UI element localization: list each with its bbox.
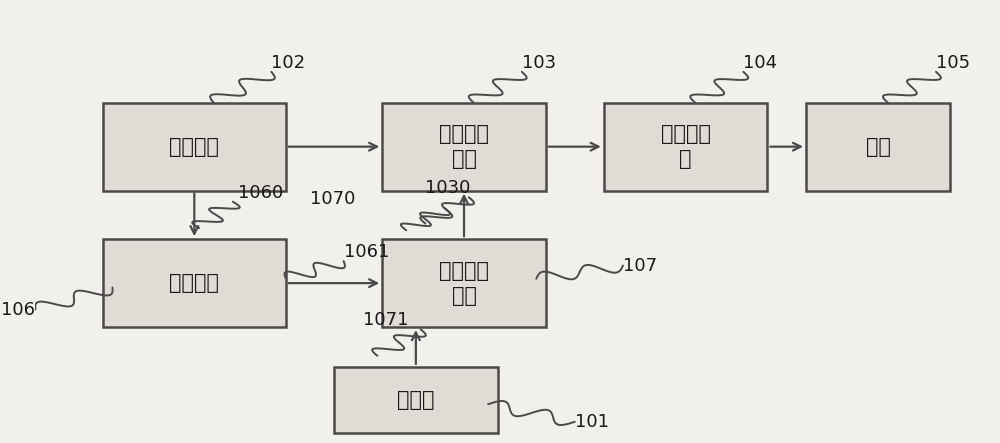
Text: 1030: 1030 <box>425 179 471 197</box>
Text: 控制器: 控制器 <box>397 390 435 410</box>
Text: 1070: 1070 <box>310 190 355 208</box>
Text: 101: 101 <box>575 413 609 431</box>
Text: 106: 106 <box>1 300 35 319</box>
Text: 1061: 1061 <box>344 243 389 261</box>
Text: 105: 105 <box>936 54 970 72</box>
Text: 第二开关
元件: 第二开关 元件 <box>439 261 489 306</box>
Text: 103: 103 <box>522 54 556 72</box>
Text: 1060: 1060 <box>238 184 283 202</box>
Text: 电机: 电机 <box>866 136 891 157</box>
Text: 1071: 1071 <box>363 311 408 329</box>
Text: 104: 104 <box>743 54 777 72</box>
FancyBboxPatch shape <box>806 103 950 190</box>
Text: 系统电源: 系统电源 <box>169 136 219 157</box>
FancyBboxPatch shape <box>103 239 286 327</box>
Text: 102: 102 <box>271 54 306 72</box>
Text: 第一开关
元件: 第一开关 元件 <box>439 124 489 169</box>
FancyBboxPatch shape <box>382 239 546 327</box>
Text: 107: 107 <box>623 256 657 275</box>
FancyBboxPatch shape <box>103 103 286 190</box>
Text: 升压电路: 升压电路 <box>169 273 219 293</box>
Text: 电机驱动
器: 电机驱动 器 <box>661 124 711 169</box>
FancyBboxPatch shape <box>382 103 546 190</box>
FancyBboxPatch shape <box>604 103 767 190</box>
FancyBboxPatch shape <box>334 367 498 433</box>
